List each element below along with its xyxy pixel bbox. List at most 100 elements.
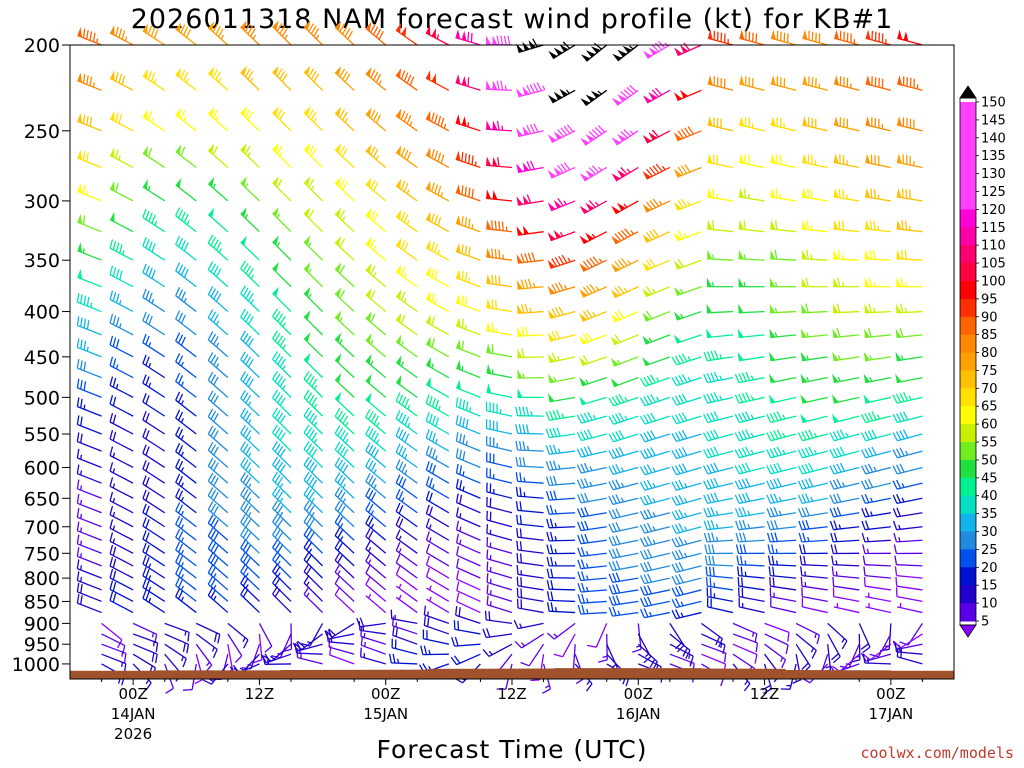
wind-barb [395, 178, 418, 202]
wind-barb [175, 442, 197, 468]
wind-barb [703, 506, 734, 518]
wind-barb [860, 411, 892, 424]
wind-barb [109, 211, 134, 233]
wind-barb [766, 532, 797, 543]
colorbar-segment [960, 316, 976, 336]
wind-barb [896, 153, 923, 169]
wind-barb [863, 566, 891, 579]
wind-barb [425, 476, 450, 499]
wind-barb [258, 623, 273, 653]
wind-barb [798, 544, 828, 555]
wind-barb [486, 524, 513, 541]
wind-barb [395, 312, 418, 336]
chart-title: 2026011318 NAM forecast wind profile (kt… [131, 4, 894, 35]
wind-barb [642, 356, 671, 367]
colorbar-label: 110 [981, 239, 1006, 254]
wind-barb [365, 472, 387, 499]
wind-barb [893, 633, 923, 649]
wind-barb [334, 262, 355, 288]
y-tick-label: 800 [24, 568, 60, 590]
wind-barb [142, 333, 166, 358]
y-tick-label: 450 [24, 347, 60, 369]
wind-barb [365, 514, 387, 541]
wind-barb [76, 508, 102, 528]
wind-barb [142, 410, 166, 435]
wind-barb [671, 446, 702, 460]
wind-barb [580, 125, 608, 146]
wind-barb [737, 576, 765, 591]
wind-barb [486, 561, 513, 579]
wind-barb [486, 436, 513, 452]
wind-barb [455, 243, 481, 261]
wind-barb [272, 551, 292, 579]
wind-barb [334, 143, 355, 168]
colorbar-label: 140 [981, 131, 1006, 146]
wind-barb [142, 237, 166, 261]
wind-barb [240, 563, 260, 591]
wind-barb [547, 330, 576, 342]
wind-barb [580, 42, 608, 62]
wind-barb [515, 440, 544, 452]
wind-barb [395, 594, 418, 614]
wind-barb [175, 67, 197, 91]
colorbar-label: 10 [981, 597, 998, 612]
wind-barb [486, 364, 513, 379]
wind-barb [766, 478, 797, 490]
wind-barb [334, 486, 355, 514]
wind-barb [577, 582, 607, 593]
wind-barb [303, 262, 324, 288]
wind-barb [546, 591, 576, 603]
wind-barb [142, 542, 166, 567]
y-tick-label: 750 [24, 543, 60, 565]
wind-barb [829, 520, 860, 531]
wind-barb [862, 555, 891, 567]
wind-barb [576, 462, 607, 474]
wind-barb [703, 371, 734, 384]
wind-barb [240, 500, 260, 528]
wind-barb [272, 563, 292, 591]
wind-barb [175, 588, 197, 614]
wind-barb [671, 523, 702, 535]
colorbar-segment [960, 585, 976, 604]
wind-barb [109, 505, 134, 528]
wind-barb [334, 472, 355, 499]
wind-barb [829, 446, 860, 459]
colorbar-top-arrow [959, 85, 977, 99]
colorbar-segment [960, 298, 976, 318]
wind-barb [802, 75, 828, 91]
wind-barb [207, 331, 229, 358]
wind-barb [425, 394, 450, 417]
wind-barb [76, 448, 102, 469]
wind-barb [207, 552, 229, 579]
y-tick-label: 300 [24, 191, 60, 213]
wind-barb [703, 519, 734, 531]
wind-barb [735, 519, 765, 531]
wind-barb [142, 566, 166, 591]
wind-barb [142, 288, 166, 313]
wind-barb [240, 551, 260, 579]
wind-barb [207, 472, 229, 499]
wind-barb [240, 486, 260, 514]
x-date-label: 15JAN [363, 705, 408, 723]
wind-barb [303, 106, 324, 132]
wind-barb [515, 472, 544, 484]
wind-barb [395, 583, 418, 602]
wind-barb [455, 29, 481, 46]
colorbar-segment [960, 477, 976, 497]
wind-barb [272, 235, 292, 261]
wind-barb [425, 110, 450, 132]
wind-barb [109, 491, 134, 514]
wind-barb [303, 235, 324, 261]
wind-barb [207, 527, 229, 554]
wind-barb [207, 106, 229, 132]
wind-barb [580, 89, 608, 107]
x-date-label: 16JAN [616, 705, 661, 723]
wind-barb [175, 22, 197, 46]
wind-barb [227, 633, 243, 663]
wind-barb [673, 334, 702, 344]
wind-barb [227, 622, 249, 649]
wind-barb [240, 308, 260, 336]
wind-barb [704, 555, 734, 567]
wind-barb [426, 585, 450, 602]
wind-barb [365, 425, 387, 452]
